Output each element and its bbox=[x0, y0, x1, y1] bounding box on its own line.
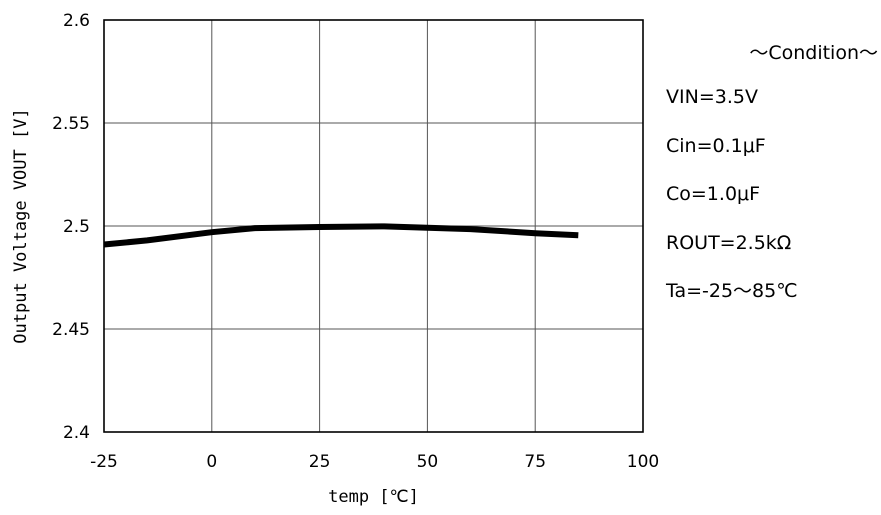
series-line bbox=[103, 223, 579, 248]
series-layer bbox=[103, 223, 579, 248]
condition-legend: ～Condition～ VIN=3.5V Cin=0.1μF Co=1.0μF … bbox=[666, 36, 878, 316]
x-tick-label: 0 bbox=[206, 452, 217, 472]
plot-area-frame bbox=[103, 19, 644, 433]
condition-title: ～Condition～ bbox=[749, 42, 878, 64]
condition-ta: Ta=-25～85℃ bbox=[666, 280, 798, 302]
x-tick-label: 75 bbox=[524, 452, 546, 472]
y-axis-tick-labels: 2.4 2.45 2.5 2.55 2.6 bbox=[52, 11, 90, 443]
condition-list: VIN=3.5V Cin=0.1μF Co=1.0μF ROUT=2.5kΩ T… bbox=[666, 73, 878, 316]
x-tick-label: 100 bbox=[627, 452, 659, 472]
y-tick-label: 2.5 bbox=[63, 217, 90, 237]
condition-co: Co=1.0μF bbox=[666, 183, 761, 205]
x-axis-tick-labels: -25 0 25 50 75 100 bbox=[90, 452, 659, 472]
condition-cin: Cin=0.1μF bbox=[666, 134, 766, 157]
x-axis-label: temp [℃] bbox=[328, 487, 419, 507]
y-axis-label: Output Voltage VOUT [V] bbox=[11, 108, 31, 343]
x-tick-label: -25 bbox=[90, 452, 118, 472]
x-tick-label: 25 bbox=[309, 452, 331, 472]
y-tick-label: 2.4 bbox=[63, 423, 90, 443]
x-tick-label: 50 bbox=[417, 452, 439, 472]
y-tick-label: 2.6 bbox=[63, 11, 90, 31]
condition-vin: VIN=3.5V bbox=[666, 86, 758, 108]
condition-rout: ROUT=2.5kΩ bbox=[666, 231, 792, 254]
y-tick-label: 2.45 bbox=[52, 320, 90, 340]
y-tick-label: 2.55 bbox=[52, 114, 90, 134]
